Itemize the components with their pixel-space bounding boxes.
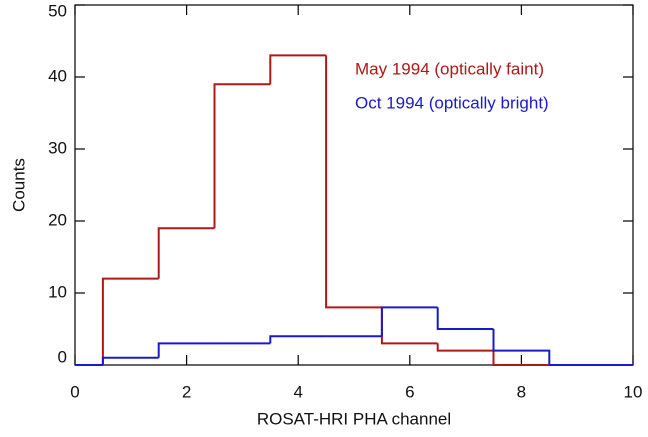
histogram-step <box>325 55 382 309</box>
x-tick-label: 8 <box>517 382 526 401</box>
histogram-step <box>380 306 438 337</box>
x-tick-label: 4 <box>293 382 302 401</box>
histogram-step <box>269 335 327 344</box>
y-axis-label: Counts <box>9 158 28 212</box>
histogram-step <box>436 307 494 330</box>
x-tick-label: 6 <box>405 382 414 401</box>
x-tick-label: 10 <box>624 382 643 401</box>
y-tick-label: 10 <box>48 282 67 301</box>
histogram-step <box>492 329 551 365</box>
histogram-step <box>269 54 327 85</box>
y-tick-label: 0 <box>58 347 67 366</box>
histogram-step <box>157 227 215 279</box>
histogram-step <box>101 356 159 365</box>
histogram-step <box>157 342 215 358</box>
plot-frame <box>74 4 634 366</box>
x-tick-label: 2 <box>182 382 191 401</box>
y-tick-label: 30 <box>48 138 67 157</box>
histogram-step <box>492 350 550 366</box>
histogram-step <box>101 277 159 365</box>
histogram-step <box>436 343 494 352</box>
y-tick-label: 40 <box>48 66 67 85</box>
histogram-step <box>213 83 271 229</box>
legend-entry: May 1994 (optically faint) <box>355 59 544 78</box>
y-tick-label: 20 <box>48 210 67 229</box>
x-axis-label: ROSAT-HRI PHA channel <box>257 409 451 428</box>
y-tick-label: 50 <box>48 1 67 20</box>
x-tick-label: 0 <box>70 382 79 401</box>
histogram-step <box>380 307 438 345</box>
legend-entry: Oct 1994 (optically bright) <box>355 93 549 112</box>
